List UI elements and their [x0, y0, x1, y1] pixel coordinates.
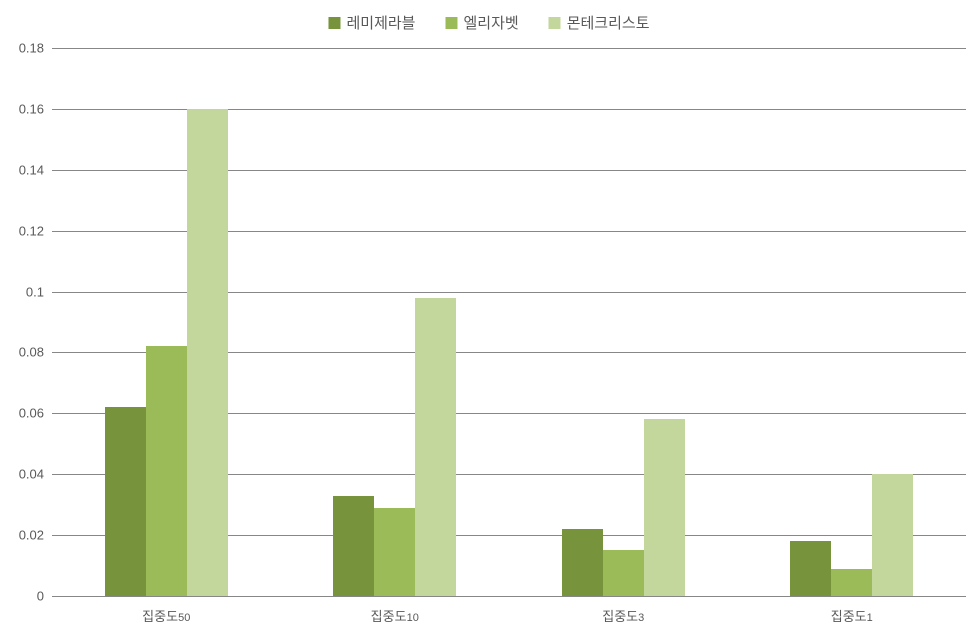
x-axis-tick-label: 집중도50: [142, 596, 190, 625]
legend-label: 몬테크리스토: [567, 12, 650, 33]
y-axis-tick-label: 0.02: [19, 528, 52, 543]
plot-area: 00.020.040.060.080.10.120.140.160.18집중도5…: [52, 48, 966, 597]
bar: [872, 474, 913, 596]
legend: 레미제라블 엘리자벳 몬테크리스토: [328, 12, 649, 33]
y-axis-tick-label: 0.1: [26, 284, 52, 299]
bar: [146, 346, 187, 596]
bar: [105, 407, 146, 596]
chart-container: 레미제라블 엘리자벳 몬테크리스토 00.020.040.060.080.10.…: [0, 0, 978, 637]
legend-item: 엘리자벳: [446, 12, 519, 33]
y-axis-tick-label: 0.14: [19, 162, 52, 177]
y-axis-tick-label: 0.04: [19, 467, 52, 482]
y-axis-tick-label: 0.12: [19, 223, 52, 238]
legend-label: 레미제라블: [346, 12, 415, 33]
bar: [831, 569, 872, 596]
legend-swatch: [446, 17, 458, 29]
bar: [415, 298, 456, 596]
x-axis-tick-label: 집중도3: [602, 596, 644, 625]
bar: [603, 550, 644, 596]
legend-swatch: [549, 17, 561, 29]
y-axis-tick-label: 0.16: [19, 101, 52, 116]
bar: [374, 508, 415, 596]
x-axis-tick-label: 집중도1: [831, 596, 873, 625]
legend-item: 몬테크리스토: [549, 12, 650, 33]
bar: [790, 541, 831, 596]
bar: [187, 109, 228, 596]
bar: [644, 419, 685, 596]
bar: [333, 496, 374, 596]
bar: [562, 529, 603, 596]
legend-swatch: [328, 17, 340, 29]
y-axis-tick-label: 0: [37, 589, 52, 604]
y-axis-tick-label: 0.06: [19, 406, 52, 421]
x-axis-tick-label: 집중도10: [371, 596, 419, 625]
legend-label: 엘리자벳: [464, 12, 519, 33]
y-axis-tick-label: 0.18: [19, 41, 52, 56]
legend-item: 레미제라블: [328, 12, 415, 33]
y-axis-tick-label: 0.08: [19, 345, 52, 360]
gridline: [52, 48, 966, 49]
